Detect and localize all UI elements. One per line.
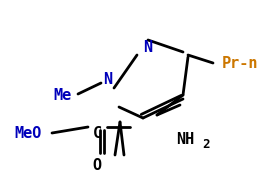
Text: NH: NH (176, 132, 194, 147)
Text: MeO: MeO (15, 126, 42, 141)
Text: Me: Me (53, 88, 71, 103)
Text: C: C (93, 126, 102, 141)
Text: 2: 2 (202, 137, 210, 151)
Text: O: O (93, 158, 102, 173)
Text: Pr-n: Pr-n (222, 56, 259, 71)
Text: N: N (104, 73, 112, 88)
Text: N: N (143, 40, 153, 54)
